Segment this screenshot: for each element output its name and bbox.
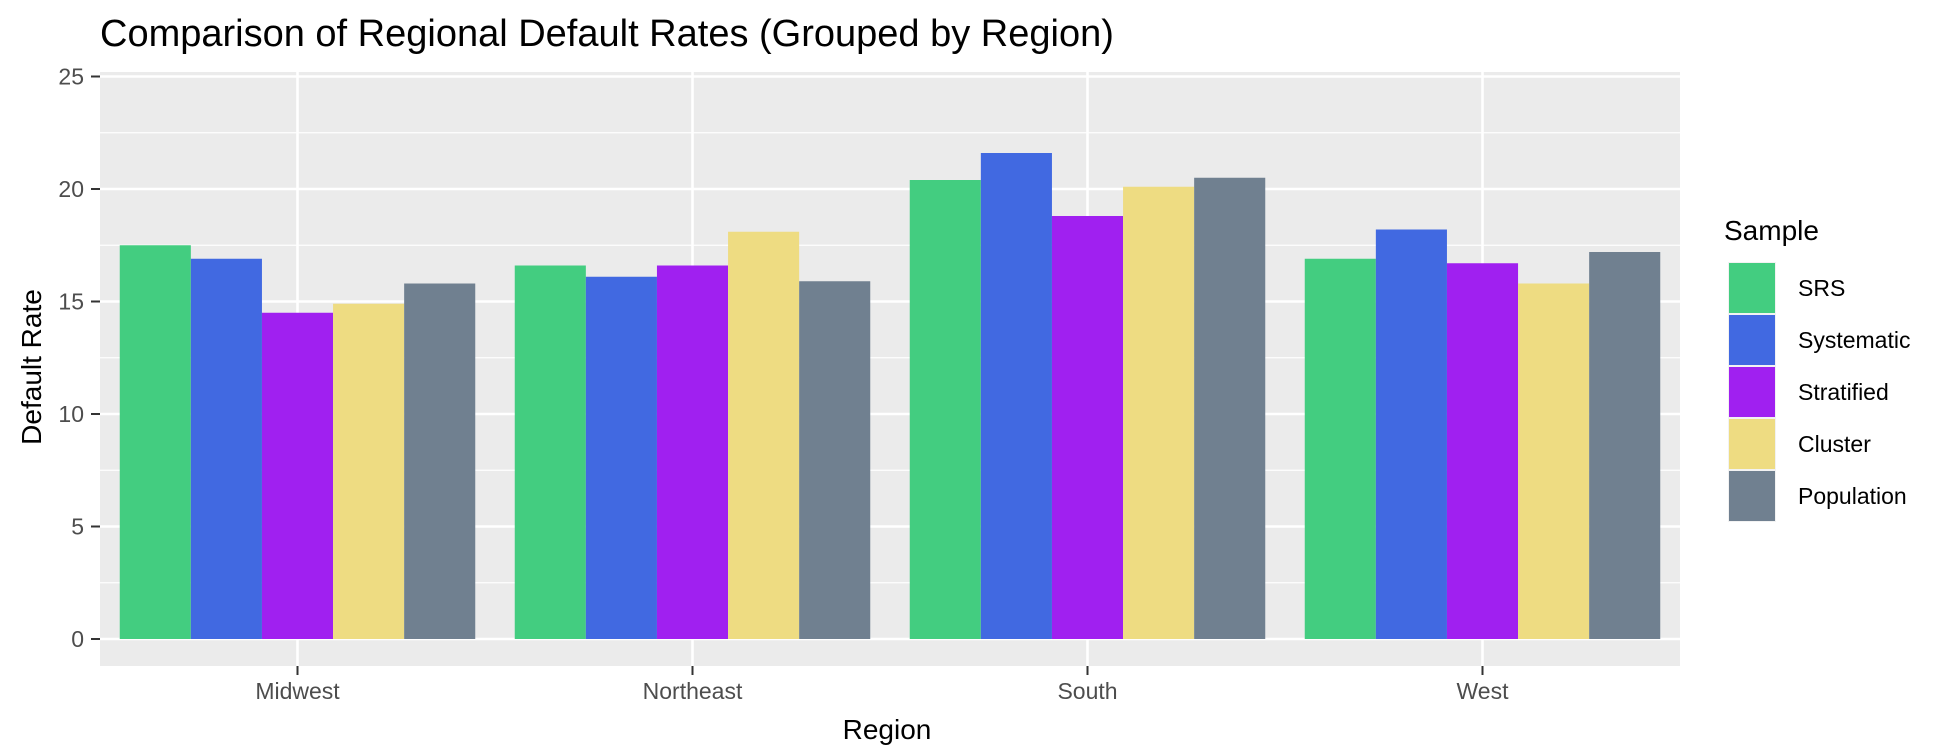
bar-cluster-west xyxy=(1518,283,1590,639)
x-tick-label: South xyxy=(1057,678,1117,704)
bar-population-midwest xyxy=(404,283,476,639)
y-tick-label: 25 xyxy=(58,64,84,90)
bar-systematic-south xyxy=(980,153,1052,639)
bar-population-west xyxy=(1589,252,1661,639)
chart-title: Comparison of Regional Default Rates (Gr… xyxy=(100,13,1114,55)
bar-srs-midwest xyxy=(119,245,191,639)
bar-stratified-south xyxy=(1051,216,1124,639)
y-tick-label: 10 xyxy=(58,401,84,427)
bar-srs-west xyxy=(1304,258,1376,639)
legend-swatch-systematic xyxy=(1729,315,1775,365)
bar-population-northeast xyxy=(799,281,871,639)
x-tick-label: West xyxy=(1457,678,1510,704)
x-tick-label: Northeast xyxy=(643,678,743,704)
legend-swatch-population xyxy=(1729,471,1775,521)
legend-label-population: Population xyxy=(1798,483,1907,509)
y-tick-label: 20 xyxy=(58,176,84,202)
bar-systematic-west xyxy=(1375,229,1447,639)
legend-swatch-cluster xyxy=(1729,419,1775,469)
y-tick-label: 5 xyxy=(71,514,84,540)
bar-stratified-midwest xyxy=(261,312,334,639)
legend-swatch-srs xyxy=(1729,263,1775,313)
bar-srs-northeast xyxy=(514,265,586,639)
y-axis-title: Default Rate xyxy=(16,289,47,445)
bar-systematic-northeast xyxy=(585,276,657,639)
legend: Sample SRS Systematic Stratified Cluster Pop… xyxy=(1724,215,1910,522)
bar-systematic-midwest xyxy=(190,258,262,639)
legend-label-systematic: Systematic xyxy=(1798,327,1910,353)
legend-swatch-stratified xyxy=(1729,367,1775,417)
bar-cluster-south xyxy=(1123,186,1195,639)
bar-srs-south xyxy=(909,180,981,639)
bars xyxy=(119,153,1661,639)
y-tick-label: 15 xyxy=(58,289,84,315)
bar-cluster-northeast xyxy=(728,231,800,639)
bar-cluster-midwest xyxy=(333,303,405,639)
legend-label-stratified: Stratified xyxy=(1798,379,1889,405)
x-axis-title: Region xyxy=(843,714,932,745)
bar-population-south xyxy=(1194,177,1266,639)
y-tick-label: 0 xyxy=(71,626,84,652)
x-tick-label: Midwest xyxy=(255,678,340,704)
legend-label-cluster: Cluster xyxy=(1798,431,1871,457)
legend-label-srs: SRS xyxy=(1798,275,1845,301)
bar-stratified-northeast xyxy=(656,265,729,639)
legend-title: Sample xyxy=(1724,215,1819,246)
axes: 0 5 10 15 20 25 Midwest Northeast South West xyxy=(58,64,1509,705)
bar-stratified-west xyxy=(1446,263,1519,639)
